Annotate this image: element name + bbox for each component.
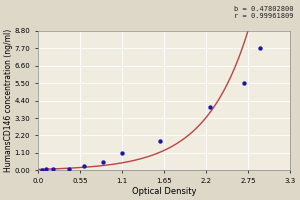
Point — [51, 168, 56, 171]
Text: b = 0.47802800
r = 0.99961809: b = 0.47802800 r = 0.99961809 — [235, 6, 294, 19]
Point — [257, 47, 262, 50]
Point — [100, 161, 105, 164]
Point — [66, 167, 71, 170]
Point — [208, 105, 212, 108]
Point — [39, 168, 44, 171]
Point — [43, 168, 48, 171]
X-axis label: Optical Density: Optical Density — [132, 187, 196, 196]
Point — [158, 139, 163, 143]
Point — [120, 151, 124, 155]
Y-axis label: HumansCD146 concentration (ng/ml): HumansCD146 concentration (ng/ml) — [4, 29, 13, 172]
Point — [242, 81, 247, 85]
Point — [81, 165, 86, 168]
